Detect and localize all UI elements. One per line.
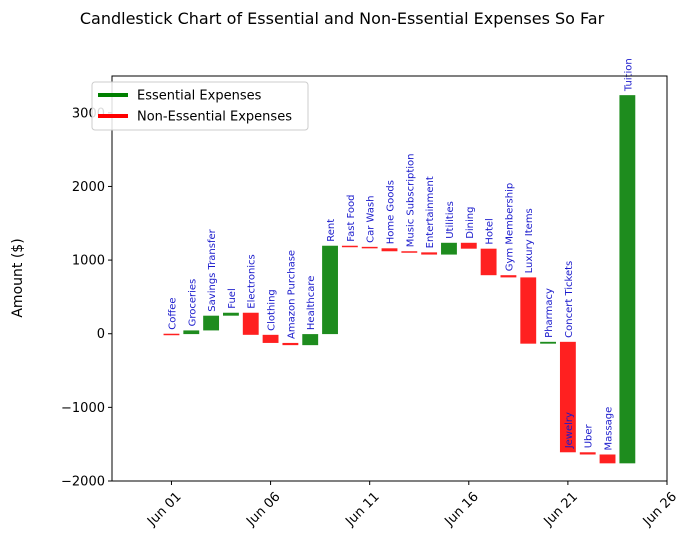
x-tick-label: Jun 01 — [144, 489, 184, 529]
candle-label: Coffee — [167, 297, 178, 329]
candles-layer — [163, 95, 636, 464]
legend-label: Non-Essential Expenses — [137, 110, 292, 125]
annotation-label: Jewelry — [564, 412, 575, 449]
candle-label: Pharmacy — [544, 288, 555, 338]
candle-label: Car Wash — [366, 196, 377, 243]
candle-label: Uber — [584, 423, 595, 448]
y-tick-label: 1000 — [72, 254, 105, 269]
candle-label: Electronics — [247, 254, 258, 309]
candle-bar — [559, 341, 576, 453]
candle-bar — [421, 252, 438, 255]
candle-bar — [520, 277, 537, 344]
candle-bar — [203, 315, 220, 331]
candle-bar — [401, 251, 418, 253]
candle-label: Hotel — [485, 218, 496, 245]
x-tick-label: Jun 26 — [640, 489, 680, 529]
candle-label: Rent — [326, 219, 337, 242]
candle-bar — [460, 242, 477, 249]
candle-bar — [500, 275, 517, 278]
y-tick-label: −1000 — [61, 401, 105, 416]
candle-bar — [599, 454, 616, 464]
candle-bar — [480, 248, 497, 276]
legend-label: Essential Expenses — [137, 89, 262, 104]
plot-frame — [111, 75, 668, 482]
candle-bar — [302, 334, 319, 346]
candle-labels-layer: Coffee Groceries Savings Transfer Fuel Elect… — [167, 58, 634, 450]
candle-bar — [163, 333, 180, 336]
candle-bar — [183, 330, 200, 335]
candle-label: Savings Transfer — [207, 228, 218, 311]
candle-bar — [262, 334, 279, 343]
candle-bar — [441, 242, 457, 255]
y-tick-label: 0 — [97, 327, 105, 342]
candle-label: Entertainment — [425, 176, 436, 248]
candle-label: Luxury Items — [524, 208, 535, 273]
candle-label: Massage — [604, 407, 615, 451]
candle-label: Amazon Purchase — [286, 250, 297, 339]
candle-bar — [579, 452, 596, 455]
candle-bar — [381, 248, 398, 252]
candle-bar — [619, 95, 636, 464]
x-tick-label: Jun 21 — [541, 489, 581, 529]
y-axis-label: Amount ($) — [10, 238, 26, 317]
x-tick-label: Jun 11 — [342, 489, 382, 529]
candle-label: Healthcare — [306, 276, 317, 331]
x-tick-label: Jun 16 — [442, 489, 482, 529]
candle-label: Groceries — [187, 279, 198, 327]
candle-label: Music Subscription — [405, 153, 416, 247]
y-tick-label: −2000 — [61, 475, 105, 490]
x-tick-label: Jun 06 — [243, 489, 283, 529]
candle-label: Utilities — [445, 201, 456, 239]
candle-bar — [223, 312, 239, 316]
candle-label: Dining — [465, 207, 476, 239]
chart-title: Candlestick Chart of Essential and Non-E… — [80, 9, 605, 28]
candle-label: Fuel — [227, 288, 238, 308]
candle-bar — [540, 341, 556, 344]
legend-box — [91, 81, 309, 131]
candle-bar — [361, 246, 378, 249]
candle-label: Gym Membership — [504, 183, 515, 271]
legend: Essential Expenses Non-Essential Expenses — [91, 81, 309, 131]
candle-bar — [282, 342, 299, 346]
candle-label: Concert Tickets — [564, 261, 575, 338]
candle-label: Home Goods — [386, 180, 397, 244]
candle-bar — [242, 312, 259, 335]
candle-label: Clothing — [267, 289, 278, 331]
candle-bar — [322, 245, 338, 335]
candle-label: Fast Food — [346, 194, 357, 241]
y-tick-label: 2000 — [72, 180, 105, 195]
candle-bar — [341, 245, 358, 248]
candle-label: Tuition — [623, 58, 634, 92]
